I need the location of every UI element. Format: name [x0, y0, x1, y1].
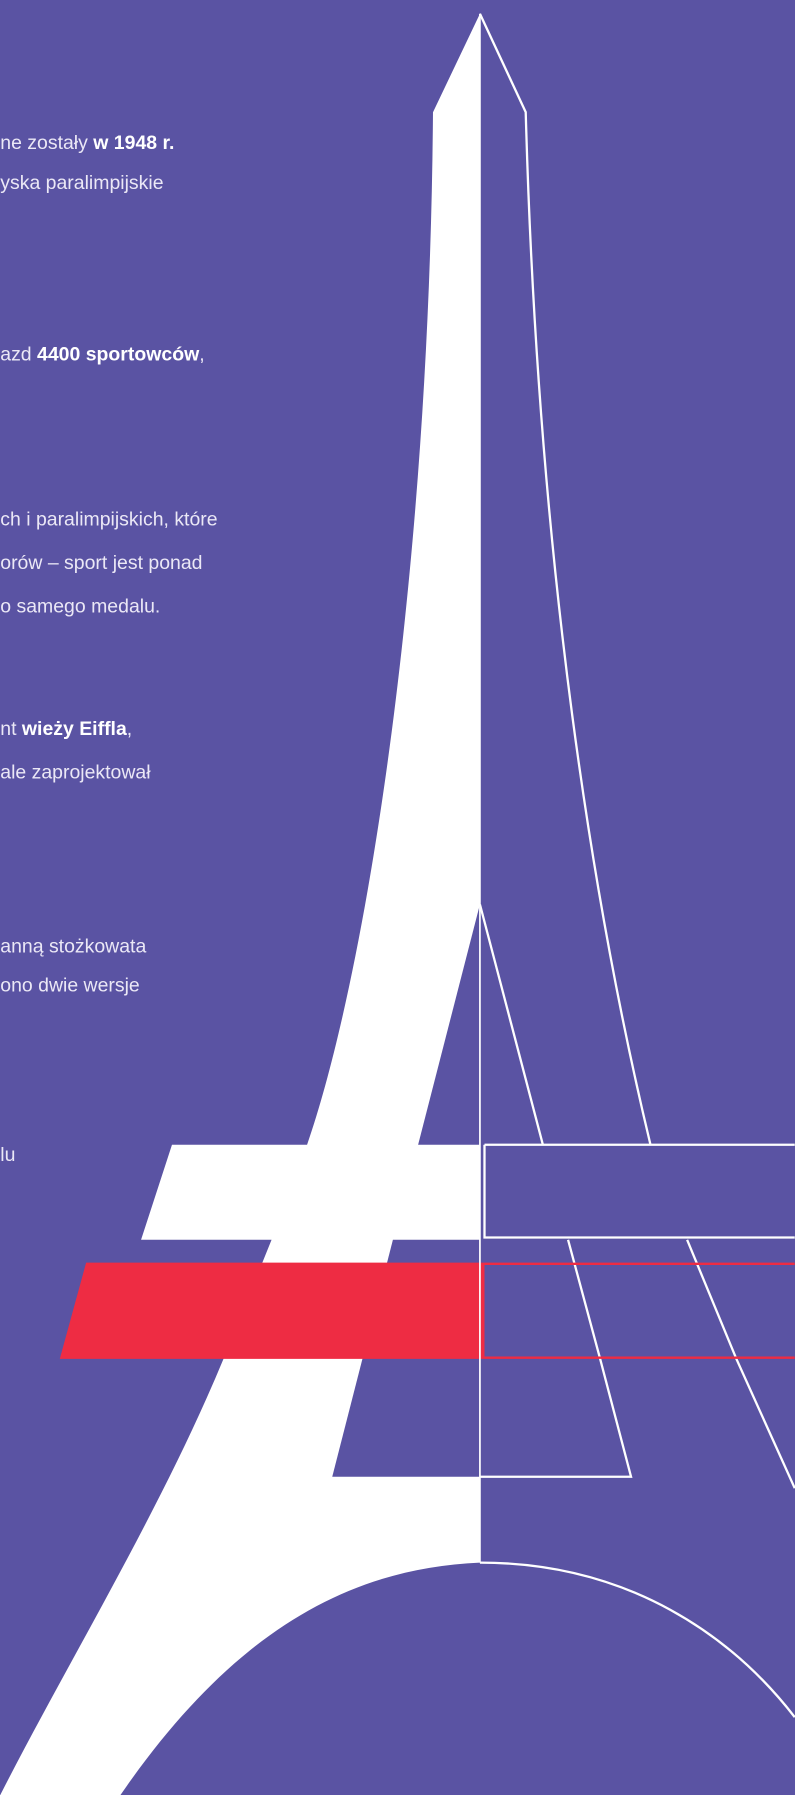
- text-line: nt wieży Eiffla,: [0, 718, 132, 740]
- bold-text: wieży Eiffla: [21, 718, 127, 740]
- text-line: azd 4400 sportowców,: [0, 344, 204, 366]
- text-line: orów – sport jest ponad: [0, 552, 202, 574]
- text: ,: [199, 344, 204, 366]
- text-line: lu: [0, 1144, 15, 1166]
- text: yska paralimpijskie: [0, 172, 163, 194]
- text-line: ne zostały w 1948 r.: [0, 132, 174, 154]
- outline-edge: [478, 904, 544, 1146]
- text: ne zostały: [0, 132, 93, 154]
- text: ,: [127, 718, 132, 740]
- bold-text: 4400 sportowców: [37, 344, 200, 366]
- text-line: ale zaprojektował: [0, 761, 151, 783]
- text: azd: [0, 344, 37, 366]
- text: anną stożkowata: [0, 935, 146, 957]
- text: ale zaprojektował: [0, 761, 151, 783]
- bold-text: w 1948 r.: [92, 132, 174, 154]
- outline-edge: [479, 1239, 633, 1478]
- text-block: ne zostały w 1948 r. yska paralimpijskie a…: [0, 132, 217, 1166]
- red-band-outline: [484, 1262, 795, 1359]
- text: orów – sport jest ponad: [0, 552, 202, 574]
- text: o samego medalu.: [0, 595, 160, 617]
- text: nt: [0, 718, 22, 740]
- text-line: yska paralimpijskie: [0, 172, 163, 194]
- text: ono dwie wersje: [0, 974, 140, 996]
- text-line: o samego medalu.: [0, 595, 160, 617]
- outline-box: [483, 1143, 795, 1239]
- outline-arch: [479, 1561, 795, 1718]
- text: lu: [0, 1144, 15, 1166]
- outline-edge: [478, 13, 652, 1146]
- text-line: ch i paralimpijskich, które: [0, 508, 217, 530]
- text: ch i paralimpijskich, które: [0, 508, 217, 530]
- text-line: ono dwie wersje: [0, 974, 140, 996]
- text-line: anną stożkowata: [0, 935, 146, 957]
- red-band: [59, 1262, 485, 1359]
